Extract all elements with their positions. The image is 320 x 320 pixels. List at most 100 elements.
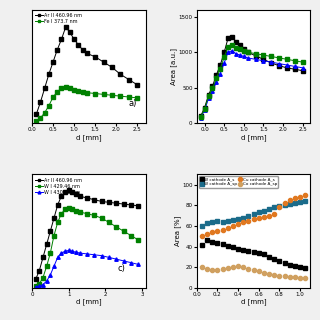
series3 bbox=[301, 60, 305, 64]
W cathode A_sp bbox=[241, 216, 245, 220]
W cathode A_s bbox=[221, 242, 225, 245]
series1 bbox=[207, 93, 211, 97]
W cathode A_s bbox=[226, 244, 230, 248]
X-axis label: d [mm]: d [mm] bbox=[76, 134, 102, 140]
Co cathode A_sp bbox=[205, 268, 209, 271]
Cu cathode A_s bbox=[267, 214, 271, 218]
Co cathode A_sp bbox=[298, 276, 302, 280]
W cathode A_s bbox=[246, 249, 250, 253]
Cu cathode A_s bbox=[241, 220, 245, 224]
Fe I 373.7 nm bbox=[81, 90, 84, 94]
W I 429.46 nm bbox=[63, 207, 67, 211]
series2 bbox=[226, 50, 230, 54]
series3 bbox=[203, 107, 206, 111]
Ar II 460.96 nm bbox=[100, 200, 104, 204]
Cu cathode A_s bbox=[205, 232, 209, 236]
W cathode A_s bbox=[272, 257, 276, 261]
Fe I 373.7 nm bbox=[55, 90, 59, 94]
Ar II 460.96 nm bbox=[34, 113, 38, 116]
Fe I 373.7 nm bbox=[60, 86, 63, 90]
series1 bbox=[293, 67, 297, 71]
Cu cathode A_s bbox=[257, 216, 261, 220]
series3 bbox=[277, 56, 281, 60]
Ar II 460.96 nm bbox=[55, 48, 59, 52]
W cathode A_sp bbox=[246, 214, 250, 218]
series2 bbox=[261, 59, 265, 63]
Fe I 373.7 nm bbox=[76, 89, 80, 93]
series1 bbox=[203, 106, 206, 109]
Ar II 460.96 nm bbox=[63, 190, 67, 194]
W cathode A_sp bbox=[226, 219, 230, 223]
Cu cathode A_s bbox=[283, 201, 286, 205]
W cathode A_s bbox=[231, 245, 235, 249]
W I 430.21 nm bbox=[41, 283, 45, 286]
Fe I 373.7 nm bbox=[68, 86, 72, 90]
Fe I 373.7 nm bbox=[127, 95, 131, 99]
W I 430.21 nm bbox=[122, 259, 125, 263]
W I 429.46 nm bbox=[85, 212, 89, 216]
W I 429.46 nm bbox=[136, 238, 140, 242]
X-axis label: d [mm]: d [mm] bbox=[241, 299, 266, 305]
Text: c): c) bbox=[117, 264, 125, 273]
Line: series3: series3 bbox=[199, 44, 304, 119]
Ar II 460.96 nm bbox=[135, 83, 139, 87]
W I 430.21 nm bbox=[100, 254, 104, 258]
Fe I 373.7 nm bbox=[110, 93, 114, 97]
series3 bbox=[238, 47, 242, 51]
Ar II 460.96 nm bbox=[64, 25, 68, 29]
Co cathode A_sp bbox=[283, 274, 286, 277]
Ar II 460.96 nm bbox=[129, 203, 133, 207]
Ar II 460.96 nm bbox=[67, 188, 71, 192]
series1 bbox=[246, 50, 250, 54]
W I 430.21 nm bbox=[45, 279, 49, 283]
series2 bbox=[238, 53, 242, 57]
Ar II 460.96 nm bbox=[81, 48, 84, 52]
Ar II 460.96 nm bbox=[60, 194, 63, 198]
Ar II 460.96 nm bbox=[38, 100, 42, 104]
W I 429.46 nm bbox=[78, 210, 82, 214]
W I 429.46 nm bbox=[60, 212, 63, 216]
Ar II 460.96 nm bbox=[41, 255, 45, 259]
W I 430.21 nm bbox=[129, 261, 133, 265]
Line: series2: series2 bbox=[199, 49, 304, 119]
W I 430.21 nm bbox=[48, 273, 52, 277]
Legend: Ar II 460.96 nm, W I 429.46 nm, W I 430.21 nm: Ar II 460.96 nm, W I 429.46 nm, W I 430.… bbox=[35, 177, 83, 196]
Co cathode A_sp bbox=[277, 274, 281, 277]
Text: a): a) bbox=[129, 99, 137, 108]
Ar II 460.96 nm bbox=[47, 72, 51, 76]
W cathode A_s bbox=[298, 265, 302, 269]
W I 429.46 nm bbox=[114, 225, 118, 229]
Cu cathode A_s bbox=[288, 198, 292, 202]
series2 bbox=[199, 116, 203, 119]
Ar II 460.96 nm bbox=[93, 55, 97, 59]
W cathode A_sp bbox=[236, 217, 240, 221]
series2 bbox=[234, 52, 238, 56]
Fe I 373.7 nm bbox=[38, 116, 42, 120]
W cathode A_s bbox=[283, 261, 286, 265]
Ar II 460.96 nm bbox=[45, 242, 49, 246]
series1 bbox=[199, 114, 203, 118]
W cathode A_s bbox=[241, 248, 245, 252]
W cathode A_s bbox=[277, 259, 281, 263]
Ar II 460.96 nm bbox=[76, 43, 80, 46]
Ar II 460.96 nm bbox=[72, 37, 76, 41]
Ar II 460.96 nm bbox=[74, 192, 78, 196]
W cathode A_sp bbox=[221, 220, 225, 224]
series3 bbox=[207, 94, 211, 98]
Cu cathode A_s bbox=[226, 226, 230, 230]
series2 bbox=[218, 72, 222, 76]
Co cathode A_sp bbox=[210, 268, 214, 272]
Cu cathode A_s bbox=[262, 215, 266, 219]
Line: W I 430.21 nm: W I 430.21 nm bbox=[34, 249, 140, 289]
series2 bbox=[214, 80, 218, 84]
W cathode A_sp bbox=[272, 205, 276, 209]
Line: Cu cathode A_s: Cu cathode A_s bbox=[200, 193, 307, 238]
Ar II 460.96 nm bbox=[127, 78, 131, 82]
series3 bbox=[199, 115, 203, 119]
Cu cathode A_s bbox=[231, 224, 235, 228]
series3 bbox=[269, 54, 273, 58]
Cu cathode A_s bbox=[252, 217, 255, 221]
Co cathode A_sp bbox=[215, 268, 219, 272]
W cathode A_s bbox=[303, 267, 307, 270]
Ar II 460.96 nm bbox=[56, 203, 60, 207]
